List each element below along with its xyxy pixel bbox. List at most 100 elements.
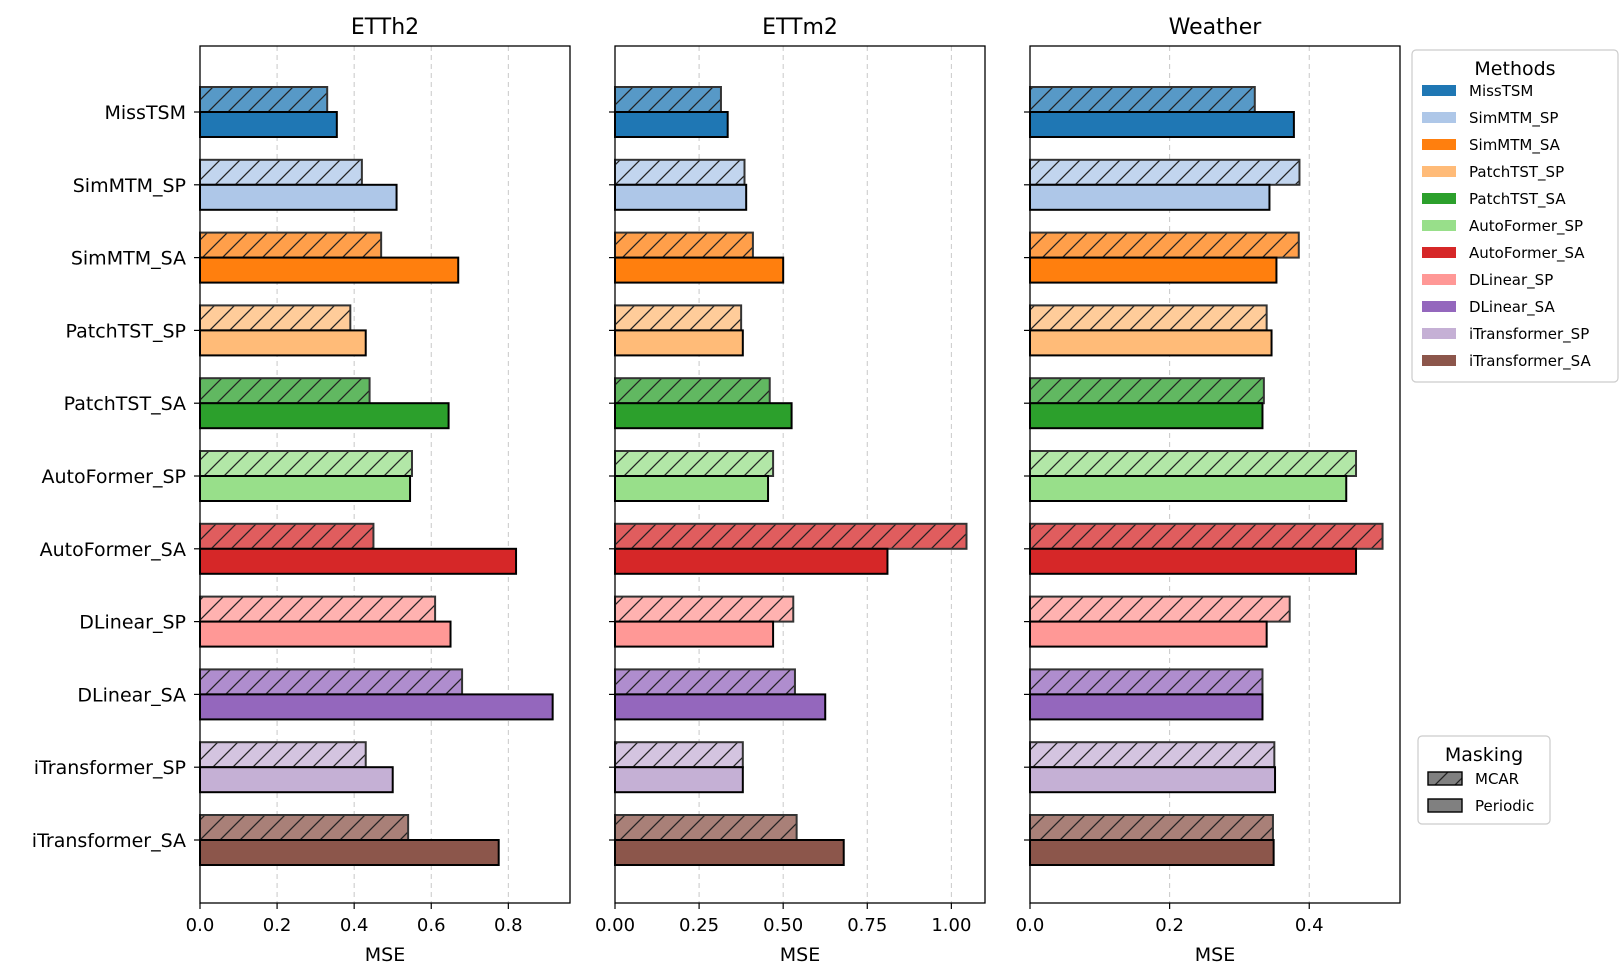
bar-periodic-itransformer-sa xyxy=(199,839,500,866)
bar-mcar-hatch-simmtm-sa xyxy=(199,231,383,259)
bar-mcar-hatch-autoformer-sa xyxy=(1029,522,1384,550)
y-tick-label: DLinear_SA xyxy=(77,684,186,706)
legend-masking: Masking MCAR Periodic xyxy=(1417,735,1551,825)
legend-label-mcar: MCAR xyxy=(1475,770,1519,788)
bar-periodic-misstsm xyxy=(1029,111,1295,138)
bar-periodic-patchtst-sp xyxy=(199,329,367,357)
legend-swatch-itransformer-sa xyxy=(1422,355,1456,366)
bar-periodic-dlinear-sp xyxy=(199,620,452,648)
legend-swatch-simmtm-sa xyxy=(1422,139,1456,150)
bar-mcar-hatch-simmtm-sa xyxy=(614,231,754,259)
legend-swatch-mcar xyxy=(1427,771,1463,786)
y-tick-label: PatchTST_SP xyxy=(66,320,186,342)
x-tick-label: 0.25 xyxy=(679,915,719,936)
axes-frame xyxy=(199,45,571,904)
x-axis-label: MSE xyxy=(365,944,405,966)
bar-mcar-hatch-simmtm-sp xyxy=(614,158,746,186)
legend-methods-title: Methods xyxy=(1474,58,1555,80)
bar-periodic-itransformer-sp xyxy=(614,766,744,794)
bar-periodic-simmtm-sa xyxy=(1029,256,1278,284)
legend-methods-box xyxy=(1411,49,1619,383)
y-tick-label: DLinear_SP xyxy=(79,612,186,634)
bar-mcar-hatch-patchtst-sp xyxy=(614,304,743,332)
legend-masking-title: Masking xyxy=(1445,744,1523,766)
bar-mcar-hatch-dlinear-sp xyxy=(199,595,437,623)
bar-periodic-patchtst-sa xyxy=(614,402,793,430)
bar-mcar-hatch-misstsm xyxy=(614,86,722,113)
legend-label-simmtm-sp: SimMTM_SP xyxy=(1469,109,1558,128)
x-axis-label: MSE xyxy=(780,944,820,966)
x-tick-label: 0.4 xyxy=(340,915,369,936)
legend-swatch-periodic-fill xyxy=(1428,799,1462,812)
legend-swatch-patchtst-sa xyxy=(1422,193,1456,204)
bar-periodic-patchtst-sp xyxy=(614,329,744,357)
bar-periodic-autoformer-sa xyxy=(614,547,889,575)
axes-frame xyxy=(1029,45,1401,904)
panel-title: ETTh2 xyxy=(351,15,419,40)
legend-swatch-misstsm xyxy=(1422,85,1456,96)
x-tick-label: 0.0 xyxy=(1016,915,1045,936)
bar-mcar-hatch-patchtst-sa xyxy=(1029,377,1265,405)
bar-mcar-hatch-itransformer-sa xyxy=(614,814,798,841)
legend-label-itransformer-sa: iTransformer_SA xyxy=(1469,352,1591,371)
legend-swatch-periodic xyxy=(1427,798,1463,813)
x-tick-label: 1.00 xyxy=(931,915,971,936)
legend-swatch-itransformer-sp xyxy=(1422,328,1456,339)
bar-mcar-hatch-autoformer-sp xyxy=(614,450,775,477)
legend-label-misstsm: MissTSM xyxy=(1469,82,1533,100)
y-tick-label: SimMTM_SA xyxy=(71,248,186,270)
bar-mcar-hatch-misstsm xyxy=(199,86,329,113)
bar-periodic-autoformer-sp xyxy=(199,475,412,502)
bar-periodic-itransformer-sp xyxy=(199,766,394,794)
y-tick-label: AutoFormer_SP xyxy=(42,466,187,488)
x-tick-label: 0.2 xyxy=(1155,915,1184,936)
x-tick-label: 0.8 xyxy=(494,915,523,936)
bar-periodic-simmtm-sp xyxy=(199,183,398,211)
bar-periodic-itransformer-sp xyxy=(1029,766,1277,794)
x-tick-label: 0.4 xyxy=(1295,915,1324,936)
bar-mcar-hatch-dlinear-sp xyxy=(1029,595,1291,623)
bar-periodic-autoformer-sa xyxy=(199,547,518,575)
bar-mcar-hatch-itransformer-sp xyxy=(1029,741,1276,769)
bar-periodic-dlinear-sa xyxy=(614,693,827,721)
bar-periodic-simmtm-sa xyxy=(199,256,460,284)
bar-mcar-hatch-simmtm-sp xyxy=(199,158,363,186)
y-tick-label: PatchTST_SA xyxy=(64,393,186,415)
legend-swatch-patchtst-sp xyxy=(1422,166,1456,177)
y-tick-label: iTransformer_SA xyxy=(32,830,186,852)
bar-mcar-hatch-simmtm-sa xyxy=(1029,231,1300,259)
y-tick-label: MissTSM xyxy=(104,102,186,124)
legend-swatch-dlinear-sa xyxy=(1422,301,1456,312)
bar-periodic-autoformer-sa xyxy=(1029,547,1358,575)
legend-label-autoformer-sa: AutoFormer_SA xyxy=(1469,244,1585,263)
bar-mcar-hatch-patchtst-sp xyxy=(1029,304,1268,332)
bar-mcar-hatch-itransformer-sa xyxy=(1029,814,1274,841)
legend-label-patchtst-sa: PatchTST_SA xyxy=(1469,190,1566,209)
panel-title: Weather xyxy=(1169,15,1263,40)
legend-label-dlinear-sa: DLinear_SA xyxy=(1469,298,1555,317)
axes-frame xyxy=(614,45,986,904)
bar-mcar-hatch-simmtm-sp xyxy=(1029,158,1301,186)
bar-periodic-autoformer-sp xyxy=(1029,475,1348,502)
x-tick-label: 0.00 xyxy=(595,915,635,936)
bar-mcar-hatch-itransformer-sp xyxy=(614,741,744,769)
legend-swatch-autoformer-sa xyxy=(1422,247,1456,258)
y-tick-label: SimMTM_SP xyxy=(73,175,186,197)
legend-swatch-dlinear-sp xyxy=(1422,274,1456,285)
bar-mcar-hatch-autoformer-sa xyxy=(199,522,375,550)
bar-periodic-dlinear-sa xyxy=(1029,693,1264,721)
x-tick-label: 0.0 xyxy=(186,915,215,936)
panel-weather: 0.0 0.2 0.4 MSE Weather xyxy=(1016,15,1401,966)
bar-periodic-itransformer-sa xyxy=(614,839,845,866)
bar-periodic-itransformer-sa xyxy=(1029,839,1275,866)
bar-periodic-simmtm-sp xyxy=(614,183,748,211)
bar-mcar-hatch-itransformer-sa xyxy=(199,814,410,841)
legend-swatch-autoformer-sp xyxy=(1422,220,1456,231)
bar-mcar-hatch-dlinear-sa xyxy=(1029,668,1264,696)
legend-methods: Methods MissTSM SimMTM_SP SimMTM_SA PatchTST… xyxy=(1411,49,1619,383)
y-tick-label: AutoFormer_SA xyxy=(40,539,186,561)
bar-periodic-simmtm-sp xyxy=(1029,183,1271,211)
x-tick-label: 0.50 xyxy=(763,915,803,936)
bar-periodic-dlinear-sa xyxy=(199,693,554,721)
